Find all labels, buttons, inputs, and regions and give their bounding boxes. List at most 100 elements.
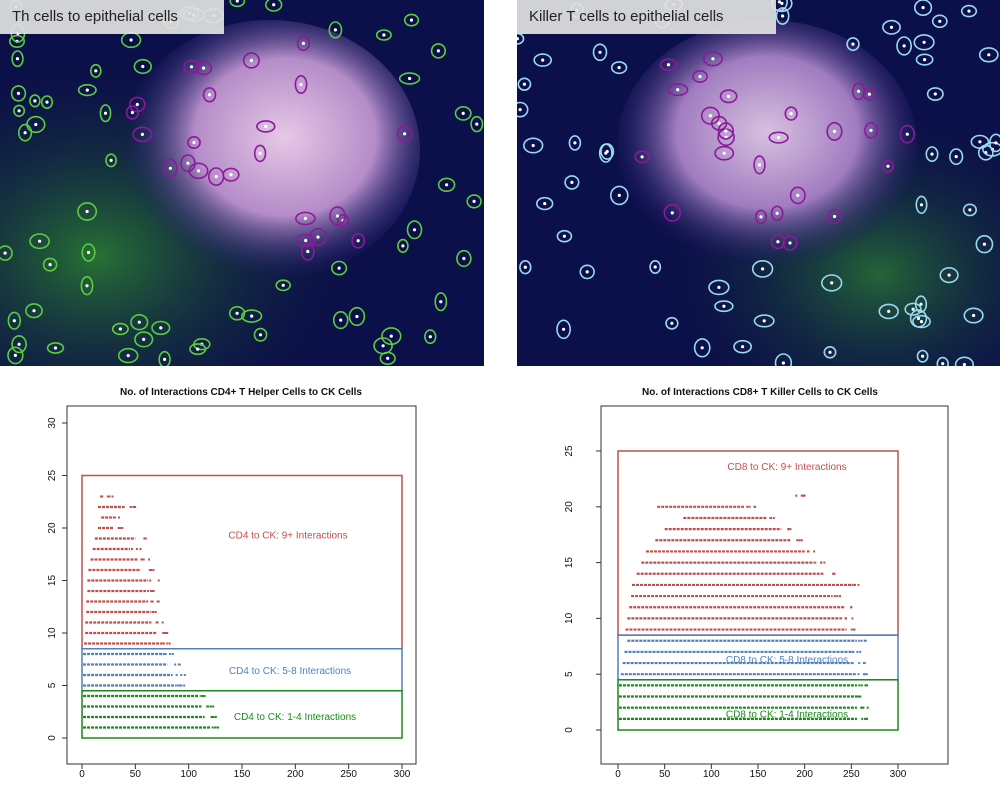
data-point [850,606,853,609]
right-image-caption: Killer T cells to epithelial cells [517,0,776,34]
cell-outline [253,327,268,342]
cell-outline [256,120,276,133]
cell-outline [960,4,978,18]
data-point [832,572,835,575]
cell-nucleus-dot [23,131,27,135]
data-point [134,506,137,508]
data-point [108,495,111,498]
data-point [807,550,810,553]
cell-nucleus-dot [281,283,285,287]
data-point [151,590,154,592]
cell-nucleus-dot [978,140,982,144]
cell-nucleus-dot [776,240,780,244]
y-tick-label: 25 [564,445,575,457]
cell-outline [454,106,472,121]
cell-nucleus-dot [653,265,657,269]
y-tick-label: 5 [564,671,575,677]
cell-nucleus-dot [585,270,589,274]
cell-nucleus-dot [229,173,233,177]
y-tick-label: 10 [564,612,575,624]
data-point [216,726,219,729]
cell-outline [823,345,837,359]
cell-outline [105,153,117,168]
cell-nucleus-dot [761,267,765,271]
data-point [150,600,153,603]
data-point [746,505,749,508]
cell-outline [111,322,129,336]
cell-outline [708,279,730,296]
data-point [211,726,214,729]
cell-outline [151,320,171,336]
cell-nucleus-dot [258,333,263,337]
data-point [860,706,863,709]
data-point [800,539,803,542]
cell-outline [714,145,735,161]
cell-nucleus-dot [428,335,432,339]
cell-nucleus-dot [722,304,726,308]
cell-outline [430,43,447,59]
cell-outline [770,205,784,222]
data-point [150,569,153,571]
cell-nucleus-dot [830,281,834,285]
cell-outline [42,257,58,272]
data-point [865,673,868,676]
cell-outline [963,307,984,324]
data-point [169,653,172,655]
data-point [156,621,159,624]
cell-nucleus-dot [3,251,7,255]
x-tick-label: 0 [615,769,621,780]
cell-nucleus-dot [135,102,139,107]
cell-outline [11,50,24,68]
cell-outline [437,177,456,193]
cell-outline [187,136,201,150]
cell-nucleus-dot [264,124,268,128]
cell-nucleus-dot [214,175,218,179]
cell-nucleus-dot [85,284,89,288]
cell-nucleus-dot [34,122,38,127]
cell-nucleus-dot [303,216,307,221]
cell-nucleus-dot [762,319,766,323]
cell-outline [610,61,628,75]
cell-nucleus-dot [708,114,712,118]
data-point [862,706,865,709]
data-point [839,595,842,598]
gate-label-red: CD4 to CK: 9+ Interactions [228,531,347,542]
data-point [866,684,869,687]
cell-nucleus-dot [192,140,196,145]
cell-nucleus-dot [916,316,921,321]
cell-outline [17,123,33,142]
data-point [860,639,863,642]
data-point [168,642,171,645]
cell-outline [975,235,994,254]
cell-nucleus-dot [337,266,341,270]
cell-nucleus-dot [741,345,745,349]
cell-outline [134,331,154,348]
chart-cd8: No. of Interactions CD8+ T Killer Cells … [564,387,949,780]
plot-frame [600,405,949,765]
cell-nucleus-dot [867,92,871,96]
data-point [166,642,169,645]
cell-nucleus-dot [202,66,206,70]
cell-outline [403,13,420,27]
cell-nucleus-dot [717,121,721,125]
cell-nucleus-dot [475,122,479,126]
cell-nucleus-dot [573,141,577,145]
cell-outline [336,214,350,228]
plot-frame [66,405,417,765]
data-point [840,606,843,609]
cell-nucleus-dot [919,203,924,207]
gate-label-blue: CD8 to CK: 5-8 Interactions [726,655,848,666]
data-point [164,653,167,655]
data-point [789,528,792,531]
cell-nucleus-dot [130,110,134,115]
cell-outline [132,126,153,143]
data-point [152,569,155,571]
cell-outline [466,194,482,209]
cell-outline [579,264,595,280]
cell-outline [229,0,246,8]
cell-nucleus-dot [676,88,680,92]
cell-outline [770,234,786,250]
x-tick-label: 0 [79,769,85,780]
cell-outline [862,87,877,101]
data-point [864,639,867,642]
